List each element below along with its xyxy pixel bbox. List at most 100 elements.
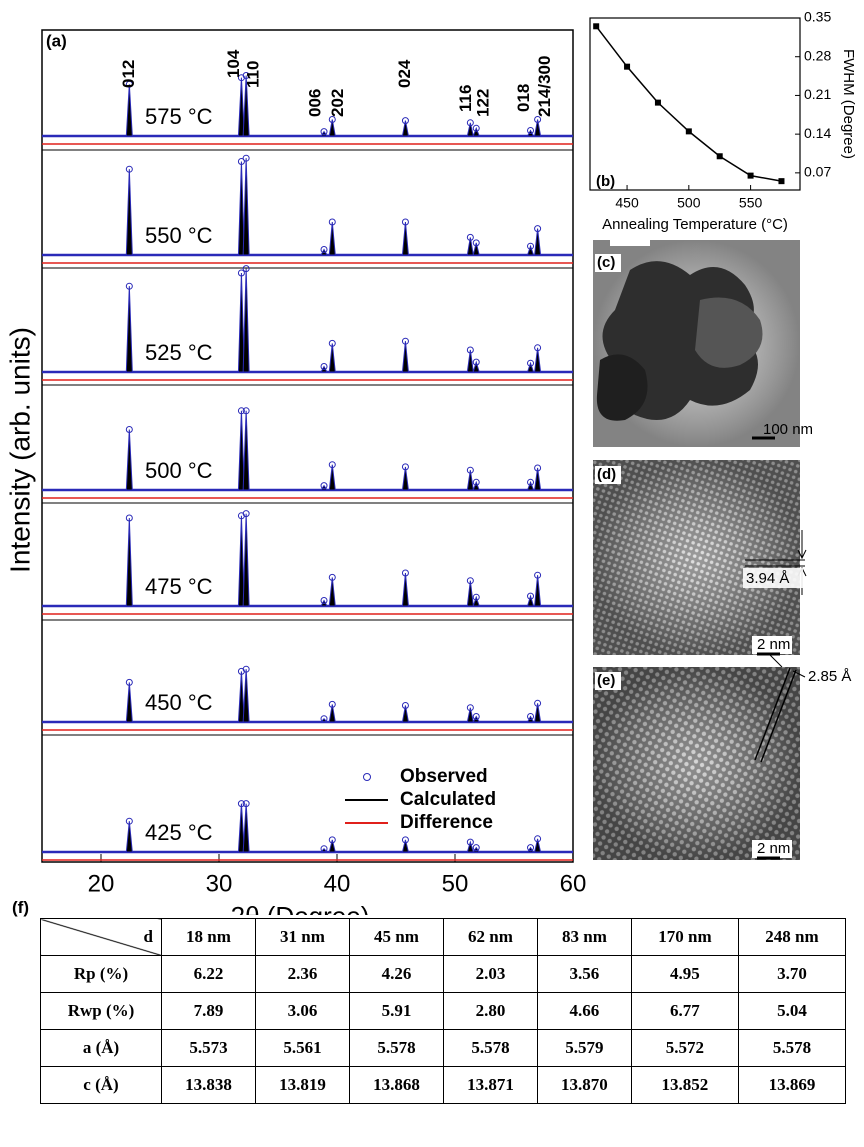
table-cell: 3.70 <box>737 955 847 993</box>
figure: (a) 2θ (Degree) Intensity (arb. units) (… <box>4 9 857 915</box>
peak <box>401 705 410 723</box>
panel-label: (b) <box>596 173 615 190</box>
observed-point <box>466 119 474 127</box>
tem-image: (c) 100 nm <box>593 240 813 447</box>
strip-separators <box>42 149 573 736</box>
marker <box>716 153 723 160</box>
table-cell: 2.80 <box>442 992 538 1030</box>
parameter-table: d 18 nm 31 nm 45 nm 62 nm 83 nm 170 nm 248 nm Rp… <box>40 918 847 1104</box>
x-axis-label: 2θ (Degree) <box>231 901 370 915</box>
peak <box>237 671 245 723</box>
peak <box>237 515 245 607</box>
peak-label: 012 <box>119 60 138 88</box>
peak <box>472 360 480 373</box>
observed-point <box>527 127 535 134</box>
observed-point <box>237 158 245 165</box>
table-cell: 13.869 <box>737 1066 847 1104</box>
observed-point <box>466 838 474 846</box>
peak <box>242 158 250 256</box>
x-tick-label: 20 <box>88 870 115 897</box>
observed-point <box>125 514 133 522</box>
observed-point <box>125 80 133 88</box>
panel-label: (c) <box>597 254 615 271</box>
peak <box>328 343 336 373</box>
peak <box>242 803 250 853</box>
table-cell: 5.579 <box>536 1029 632 1067</box>
observed-point <box>328 573 336 581</box>
peak <box>125 682 133 723</box>
peak <box>401 466 410 491</box>
peak <box>242 513 250 607</box>
peak-label: 214/300 <box>535 56 554 117</box>
observed-point <box>534 344 542 352</box>
plot-frame <box>589 17 801 191</box>
hrtem-image: (e) 2.85 Å 2 nm <box>593 654 851 860</box>
observed-point <box>242 510 250 518</box>
table-row: Rp (%) 6.22 2.36 4.26 2.03 3.56 4.95 3.70 <box>40 955 847 993</box>
y-tick-label: 0.21 <box>804 86 831 102</box>
peak <box>125 286 133 373</box>
observed-point <box>401 836 409 844</box>
peak <box>533 838 542 853</box>
line <box>595 25 782 182</box>
peak <box>242 669 250 723</box>
observed-point <box>237 800 245 808</box>
table-cell: 3.06 <box>254 992 350 1030</box>
observed-point <box>328 339 336 347</box>
peak <box>328 119 336 137</box>
peak <box>237 272 245 373</box>
peak <box>125 169 133 256</box>
marker <box>747 172 754 179</box>
table-cell: 5.578 <box>737 1029 847 1067</box>
peak <box>466 122 474 137</box>
table-row: a (Å) 5.573 5.561 5.578 5.578 5.579 5.572 5.578 <box>40 1029 847 1067</box>
peak <box>534 228 542 256</box>
scale-bar-label: 2 nm <box>757 636 790 653</box>
observed-point <box>401 337 409 345</box>
peak <box>466 707 474 723</box>
temperature-label: 525 °C <box>145 340 213 365</box>
observed-point <box>242 800 250 808</box>
observed-point <box>466 233 474 241</box>
table-cell: 13.868 <box>348 1066 444 1104</box>
observed-point <box>125 678 133 686</box>
observed-point <box>472 358 480 366</box>
marker <box>654 99 661 106</box>
observed-point <box>401 569 409 577</box>
observed-point <box>527 478 535 486</box>
peak <box>125 821 133 853</box>
table-cell: 45 nm <box>348 918 444 956</box>
peak <box>466 470 474 491</box>
legend-label: Calculated <box>400 789 496 810</box>
observed-point <box>472 713 480 720</box>
legend-label: Difference <box>400 812 493 833</box>
panel-label: (a) <box>46 31 67 50</box>
peak <box>125 429 133 491</box>
observed-point <box>242 72 250 79</box>
peak <box>472 595 480 607</box>
peak <box>466 580 474 607</box>
temperature-label: 450 °C <box>145 690 213 715</box>
y-tick-label: 0.14 <box>804 125 831 141</box>
table-row: d 18 nm 31 nm 45 nm 62 nm 83 nm 170 nm 248 nm <box>40 918 847 956</box>
observed-point <box>466 346 474 354</box>
observed-point <box>527 242 535 250</box>
peak <box>534 703 542 723</box>
peak <box>472 480 480 491</box>
observed-point <box>527 844 535 852</box>
observed-point <box>320 128 328 136</box>
table-cell: 170 nm <box>630 918 739 956</box>
observed-point <box>242 265 250 273</box>
peak <box>534 347 542 373</box>
observed-point <box>466 704 474 712</box>
table-cell: 5.573 <box>161 1029 256 1067</box>
peak <box>237 77 245 137</box>
peak <box>242 75 250 137</box>
temperature-label: 500 °C <box>145 458 213 483</box>
peak <box>526 361 535 373</box>
table-cell: 6.22 <box>161 955 256 993</box>
peak <box>237 410 245 491</box>
observed-point <box>242 407 250 415</box>
temperature-label: 475 °C <box>145 574 213 599</box>
observed-point <box>401 463 409 471</box>
